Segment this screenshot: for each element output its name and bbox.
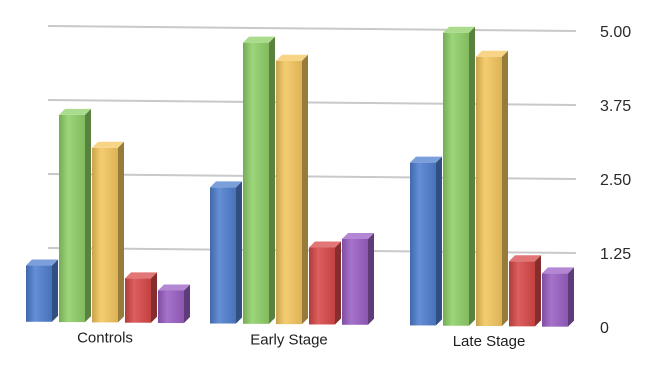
bar <box>542 267 574 327</box>
x-axis-categories: Controls Early Stage Late Stage <box>77 330 525 351</box>
gridline <box>47 25 577 32</box>
bar <box>476 50 508 327</box>
bar <box>210 181 242 324</box>
bar <box>125 272 157 323</box>
bar <box>410 156 442 326</box>
y-axis-ticks: 0 1.25 2.50 3.75 5.00 <box>600 24 631 337</box>
x-category-label: Late Stage <box>453 333 526 350</box>
y-tick-label: 0 <box>600 320 609 337</box>
bar <box>309 241 341 325</box>
bar <box>59 108 91 323</box>
bar <box>26 259 58 322</box>
bar <box>158 284 190 324</box>
y-tick-label: 1.25 <box>600 246 631 263</box>
bar <box>243 36 275 324</box>
y-tick-label: 2.50 <box>600 172 631 189</box>
x-category-label: Early Stage <box>250 331 328 348</box>
x-category-label: Controls <box>77 330 133 347</box>
bar <box>509 255 541 327</box>
bars <box>26 26 574 327</box>
bar <box>92 141 124 323</box>
bar <box>342 232 374 325</box>
bar <box>443 26 475 326</box>
y-tick-label: 3.75 <box>600 98 631 115</box>
bar <box>276 54 308 325</box>
y-tick-label: 5.00 <box>600 24 631 41</box>
